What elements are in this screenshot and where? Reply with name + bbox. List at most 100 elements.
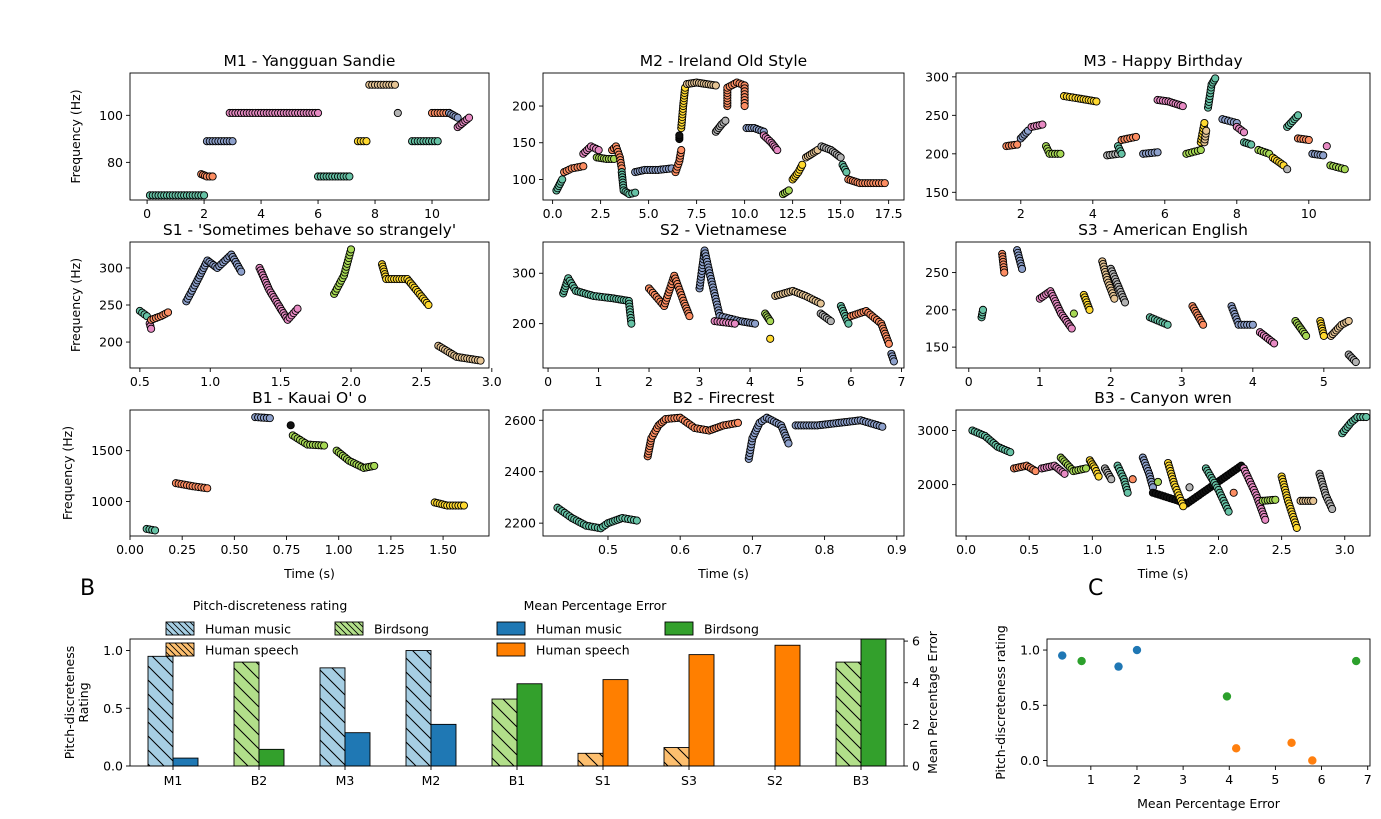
pitch-point	[393, 108, 402, 118]
x-tick-label: 0.0	[543, 206, 563, 221]
rating-bar-hatch	[320, 667, 345, 766]
scatter-point	[1308, 756, 1317, 765]
pitch-point	[1224, 507, 1233, 516]
legend-label: Human speech	[205, 643, 299, 658]
y-tick-label: 1.0	[103, 643, 123, 658]
y-tick-label: 200	[512, 99, 536, 114]
x-tick-label: 7.5	[687, 206, 707, 221]
pitch-point	[453, 113, 462, 122]
pitch-point	[721, 116, 730, 125]
x-tick-label: S1	[595, 773, 611, 788]
chart-title: M2 - Ireland Old Style	[640, 52, 807, 70]
pitch-point	[1202, 126, 1211, 135]
pitch-point	[228, 137, 237, 146]
plot-frame	[955, 241, 1371, 369]
y-tick-label: 2200	[504, 516, 536, 531]
pitch-point	[1060, 469, 1069, 478]
x-tick-label: 0.25	[168, 542, 196, 557]
legend-swatch	[664, 621, 694, 636]
y-axis-label: Frequency (Hz)	[60, 426, 75, 520]
x-tick-label: 0.50	[220, 542, 248, 557]
y-tick-label: 0.5	[1020, 698, 1040, 713]
x-tick-label: 6	[314, 206, 322, 221]
pitch-point	[1261, 515, 1270, 524]
pitch-point	[844, 319, 853, 328]
pitch-point	[1131, 132, 1141, 141]
x-tick-label: 4	[257, 206, 265, 221]
x-tick-label: 7	[1364, 772, 1372, 787]
x-axis-label: Mean Percentage Error	[1137, 796, 1281, 811]
pitch-point	[1153, 477, 1163, 486]
pitch-point	[784, 186, 793, 195]
y-tick-label: 80	[107, 155, 123, 170]
x-tick-label: S2	[767, 773, 783, 788]
scatter-point	[1058, 651, 1067, 660]
pitch-point	[826, 317, 835, 326]
y-tick-label: 200	[512, 316, 536, 331]
pitch-point	[766, 317, 775, 326]
pitch-point	[1081, 464, 1091, 473]
pitch-point	[1319, 331, 1328, 340]
pitch-point	[711, 81, 720, 90]
x-tick-label: 0.0	[956, 542, 976, 557]
pitch-point	[465, 113, 474, 122]
x-tick-label: 0.5	[1019, 542, 1039, 557]
pitch-point	[1000, 268, 1009, 277]
axes-s1: 0.5 1.0 1.5 2.0 2.5 3.0 200 250 300 S1 - 'Sometim…	[68, 221, 502, 389]
axes-b1: 0.00 0.25 0.50 0.75 1.00 1.25 1.50 1000 1500 B1 -…	[60, 389, 490, 581]
x-tick-label: 0	[965, 374, 973, 389]
pitch-point	[1067, 324, 1076, 333]
pitch-point	[1362, 412, 1371, 422]
panel-letter-c: C	[1088, 576, 1103, 601]
rating-bar-hatch	[234, 662, 259, 766]
y-tick-label: 250	[925, 265, 949, 280]
x-tick-label: 10	[424, 206, 440, 221]
pitch-point	[345, 172, 354, 181]
x-tick-label: 0	[143, 206, 151, 221]
rating-bar-hatch	[148, 656, 173, 766]
legend-swatch	[496, 642, 526, 657]
pitch-point	[237, 267, 246, 276]
x-tick-label: 0.9	[887, 542, 907, 557]
pitch-point	[362, 137, 371, 146]
pitch-point	[1092, 97, 1101, 106]
rating-bar-hatch	[664, 747, 689, 766]
error-bar	[430, 723, 457, 767]
plot-frame	[129, 409, 490, 537]
scatter-point	[1231, 744, 1241, 753]
pitch-point	[1283, 165, 1292, 174]
pitch-point	[346, 245, 356, 254]
y-tick-label: 150	[925, 185, 949, 200]
pitch-point	[320, 441, 329, 450]
pitch-point	[836, 153, 845, 162]
y-axis-label: Pitch-discreteness rating	[993, 625, 1008, 780]
legend-label: Human music	[536, 622, 622, 637]
x-tick-label: 5	[1320, 374, 1328, 389]
x-tick-label: 1	[1087, 772, 1095, 787]
plot-frame	[955, 409, 1371, 537]
x-tick-label: 10.0	[731, 206, 759, 221]
pitch-point	[1351, 357, 1360, 367]
y2-axis-label: Mean Percentage Error	[925, 630, 940, 774]
x-tick-label: 2.0	[341, 374, 361, 389]
axes-scatterc: 1 2 3 4 5 6 7 0.0 0.5 1.0 Mean Percentage Error Pit…	[993, 625, 1372, 811]
y-tick-label: 300	[512, 266, 536, 281]
axes-b2: 0.5 0.6 0.7 0.8 0.9 2200 2400 2600 B2 - Firecres…	[504, 389, 907, 581]
pitch-point	[1094, 472, 1103, 481]
chart-title: S3 - American English	[1078, 221, 1248, 239]
rating-bar-hatch	[578, 753, 603, 766]
axes-bars: M1 B2 M3 M2 B1 S1 S3 S2 B3 0.0 0.5 1.0 0 2 4 6 Pitch-dis…	[62, 598, 940, 788]
y-tick-label: 1000	[91, 494, 123, 509]
chart-title: S1 - 'Sometimes behave so strangely'	[163, 221, 456, 239]
pitch-point	[1304, 135, 1313, 145]
x-tick-label: 15.0	[827, 206, 855, 221]
x-tick-label: 3.0	[1335, 542, 1355, 557]
legend-swatch-hatch	[335, 622, 363, 635]
legend-swatch	[496, 621, 526, 636]
y2-tick-label: 2	[912, 717, 920, 732]
x-tick-label: 8	[371, 206, 379, 221]
pitch-point	[1085, 305, 1094, 314]
pitch-point	[816, 299, 825, 308]
x-tick-label: 3	[696, 374, 704, 389]
